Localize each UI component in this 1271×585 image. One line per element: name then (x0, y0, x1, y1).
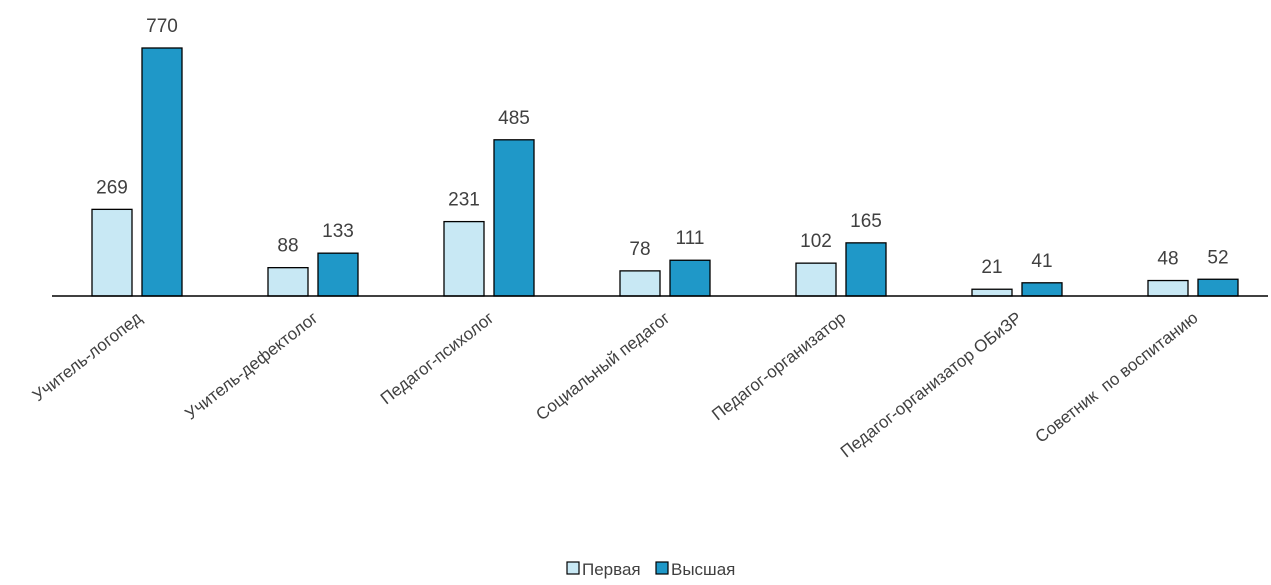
value-label-vysshaya-5: 41 (1031, 251, 1052, 272)
bar-vysshaya-6 (1197, 278, 1239, 297)
bar-pervaya-1 (267, 267, 309, 297)
bar-vysshaya-3 (669, 259, 711, 297)
legend-swatch-pervaya (566, 561, 580, 575)
value-label-pervaya-2: 231 (448, 190, 480, 211)
bar-pervaya-2 (443, 220, 485, 297)
category-label-5: Педагог-организатор ОБиЗР (837, 308, 1026, 461)
value-label-pervaya-1: 88 (277, 236, 298, 257)
value-labels-layer: 269 770 88 133 231 485 78 111 102 165 21 41 48 52 (96, 16, 1228, 278)
legend-swatch-vysshaya (655, 561, 669, 575)
legend-label-pervaya: Первая (582, 560, 641, 579)
bar-vysshaya-5 (1021, 282, 1063, 297)
legend-label-vysshaya: Высшая (671, 560, 735, 579)
category-label-4: Педагог-организатор (708, 308, 849, 424)
category-label-1: Учитель-дефектолог (181, 308, 321, 423)
bar-pervaya-4 (795, 262, 837, 297)
bar-pervaya-6 (1147, 279, 1189, 297)
bar-vysshaya-1 (317, 252, 359, 297)
category-label-0: Учитель-логопед (29, 308, 146, 405)
bar-vysshaya-0 (141, 47, 183, 297)
value-label-pervaya-6: 48 (1157, 249, 1178, 270)
value-label-vysshaya-6: 52 (1207, 247, 1228, 268)
bar-pervaya-3 (619, 270, 661, 297)
value-label-pervaya-5: 21 (981, 257, 1002, 278)
value-label-vysshaya-4: 165 (850, 211, 882, 232)
category-label-3: Социальный педагог (532, 308, 673, 424)
value-label-vysshaya-3: 111 (676, 228, 705, 249)
category-labels-layer: Учитель-логопед Учитель-дефектолог Педагог… (29, 308, 1202, 461)
value-label-vysshaya-1: 133 (322, 221, 354, 242)
legend: Первая Высшая (566, 560, 735, 579)
category-label-6: Советник по воспитанию (1032, 308, 1202, 447)
bars-layer (91, 47, 1239, 297)
bar-vysshaya-4 (845, 242, 887, 297)
value-label-vysshaya-0: 770 (146, 16, 178, 37)
bar-vysshaya-2 (493, 139, 535, 297)
value-label-pervaya-0: 269 (96, 177, 128, 198)
category-label-2: Педагог-психолог (377, 308, 498, 408)
bar-pervaya-0 (91, 208, 133, 297)
value-label-vysshaya-2: 485 (498, 108, 530, 129)
bar-pervaya-5 (971, 288, 1013, 297)
value-label-pervaya-4: 102 (800, 231, 832, 252)
value-label-pervaya-3: 78 (629, 239, 650, 260)
